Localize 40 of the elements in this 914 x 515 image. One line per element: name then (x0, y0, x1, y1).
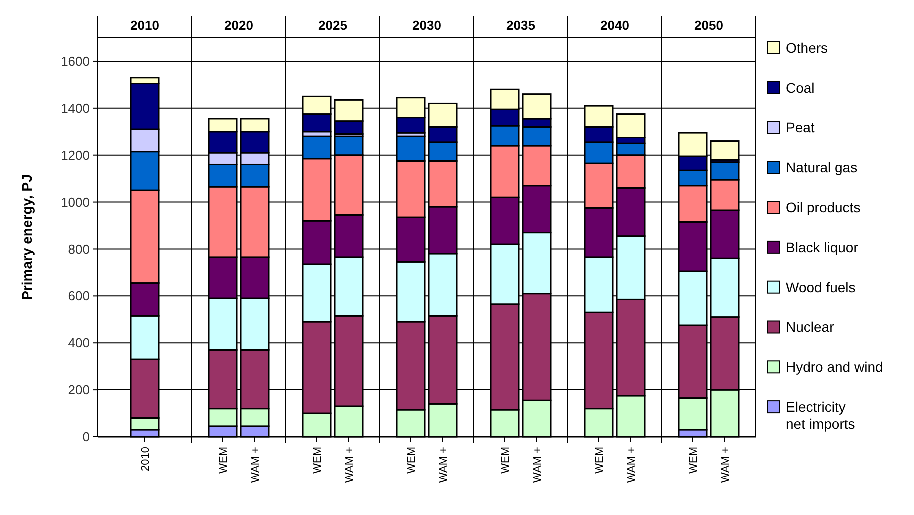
y-tick-label: 600 (68, 288, 90, 304)
legend-label: Coal (786, 80, 815, 96)
y-tick-label: 200 (68, 382, 90, 398)
x-tick-label: WAM + (344, 447, 356, 483)
x-tick-label: WEM (312, 447, 324, 474)
legend-label: Natural gas (786, 160, 858, 176)
x-tick-label: WEM (500, 447, 512, 474)
legend-label: Black liquor (786, 239, 859, 256)
y-tick-label: 1200 (61, 148, 90, 163)
y-tick-label: 1600 (61, 54, 90, 70)
legend-label: Others (786, 40, 828, 56)
text: 2025 (318, 18, 348, 33)
text: 2010 (130, 18, 160, 33)
legend-label: Electricity net imports (786, 398, 856, 432)
y-tick-label: 1400 (61, 100, 90, 116)
legend-label: Oil products (786, 199, 861, 216)
y-tick-label: 400 (68, 336, 90, 351)
x-tick-label: WAM + (626, 447, 638, 483)
legend-label: Peat (786, 120, 815, 136)
y-tick-label: 1000 (61, 194, 90, 210)
y-tick-label: 800 (68, 242, 90, 257)
y-tick-label: 0 (82, 430, 90, 445)
x-tick-label: WAM + (532, 447, 544, 483)
x-tick-label: WAM + (720, 447, 732, 483)
text: 2030 (412, 18, 442, 33)
text: 2035 (506, 18, 536, 33)
x-tick-label: WEM (594, 447, 606, 474)
text: 2040 (600, 18, 630, 33)
x-tick-label: WAM + (438, 447, 450, 483)
legend-label: Nuclear (786, 319, 835, 336)
x-tick-label: WEM (218, 447, 230, 474)
x-tick-label: 2010 (140, 447, 152, 472)
text: 2050 (694, 18, 724, 33)
legend-label: Wood fuels (786, 279, 856, 296)
x-tick-label: WEM (406, 447, 418, 474)
legend-label: Hydro and wind (786, 359, 884, 376)
x-tick-label: WAM + (250, 447, 262, 483)
text: 2020 (224, 18, 254, 33)
x-tick-label: WEM (688, 447, 700, 474)
y-axis-title: Primary energy, PJ (19, 174, 35, 300)
